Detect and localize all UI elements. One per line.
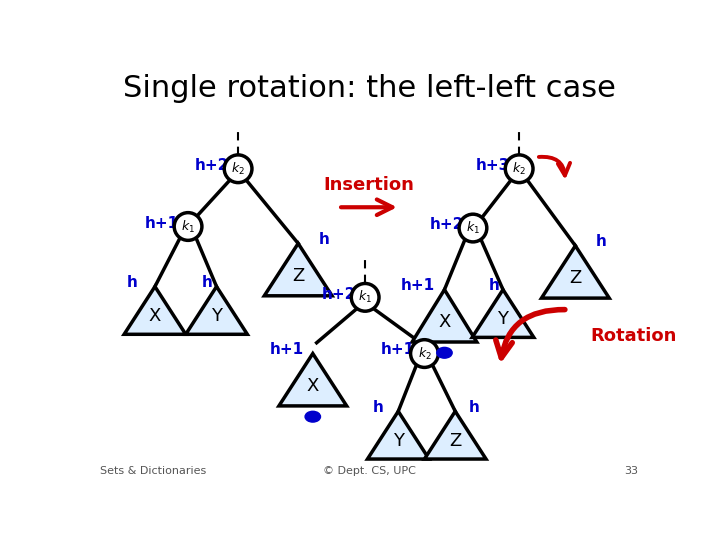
Polygon shape	[279, 354, 346, 406]
FancyArrowPatch shape	[496, 309, 565, 358]
Text: h+1: h+1	[269, 342, 304, 357]
Polygon shape	[412, 289, 477, 342]
Text: Rotation: Rotation	[590, 327, 677, 345]
Text: h+1: h+1	[381, 342, 415, 357]
Text: 33: 33	[624, 466, 639, 476]
Text: X: X	[149, 307, 161, 325]
Text: $k_2$: $k_2$	[512, 161, 526, 177]
Polygon shape	[367, 411, 429, 459]
Text: h: h	[373, 400, 384, 415]
Text: h+2: h+2	[430, 218, 464, 232]
Text: $k_1$: $k_1$	[181, 219, 195, 234]
Text: Z: Z	[449, 432, 462, 450]
Text: h: h	[596, 234, 607, 249]
Text: X: X	[438, 313, 451, 331]
Circle shape	[224, 155, 252, 183]
Circle shape	[505, 155, 533, 183]
Text: $k_2$: $k_2$	[231, 161, 245, 177]
Text: h+1: h+1	[401, 278, 436, 293]
Text: Y: Y	[498, 310, 508, 328]
Text: h: h	[319, 232, 330, 247]
Text: X: X	[307, 377, 319, 395]
Text: h+3: h+3	[476, 158, 510, 173]
Text: h: h	[468, 400, 479, 415]
Text: Sets & Dictionaries: Sets & Dictionaries	[99, 466, 206, 476]
Text: h: h	[488, 278, 499, 293]
Circle shape	[410, 340, 438, 367]
Text: h: h	[202, 275, 212, 290]
Circle shape	[174, 213, 202, 240]
Ellipse shape	[437, 347, 452, 358]
Polygon shape	[186, 287, 248, 334]
Text: h: h	[127, 275, 138, 290]
Text: $k_2$: $k_2$	[418, 346, 431, 362]
Polygon shape	[124, 287, 186, 334]
Polygon shape	[264, 244, 332, 296]
Text: Insertion: Insertion	[323, 176, 415, 194]
Text: Y: Y	[211, 307, 222, 325]
Text: $k_1$: $k_1$	[358, 289, 372, 306]
Text: h+2: h+2	[194, 158, 229, 173]
Text: Z: Z	[292, 267, 305, 285]
Text: $k_1$: $k_1$	[466, 220, 480, 236]
Text: h+1: h+1	[145, 216, 179, 231]
Ellipse shape	[305, 411, 320, 422]
Circle shape	[459, 214, 487, 242]
Circle shape	[351, 284, 379, 311]
Polygon shape	[472, 289, 534, 338]
Text: h+2: h+2	[322, 287, 356, 302]
FancyArrowPatch shape	[539, 157, 570, 176]
Text: Y: Y	[393, 432, 404, 450]
Polygon shape	[541, 246, 609, 298]
Text: © Dept. CS, UPC: © Dept. CS, UPC	[323, 466, 415, 476]
Text: Single rotation: the left-left case: Single rotation: the left-left case	[122, 74, 616, 103]
Polygon shape	[425, 411, 486, 459]
Text: Z: Z	[570, 269, 582, 287]
